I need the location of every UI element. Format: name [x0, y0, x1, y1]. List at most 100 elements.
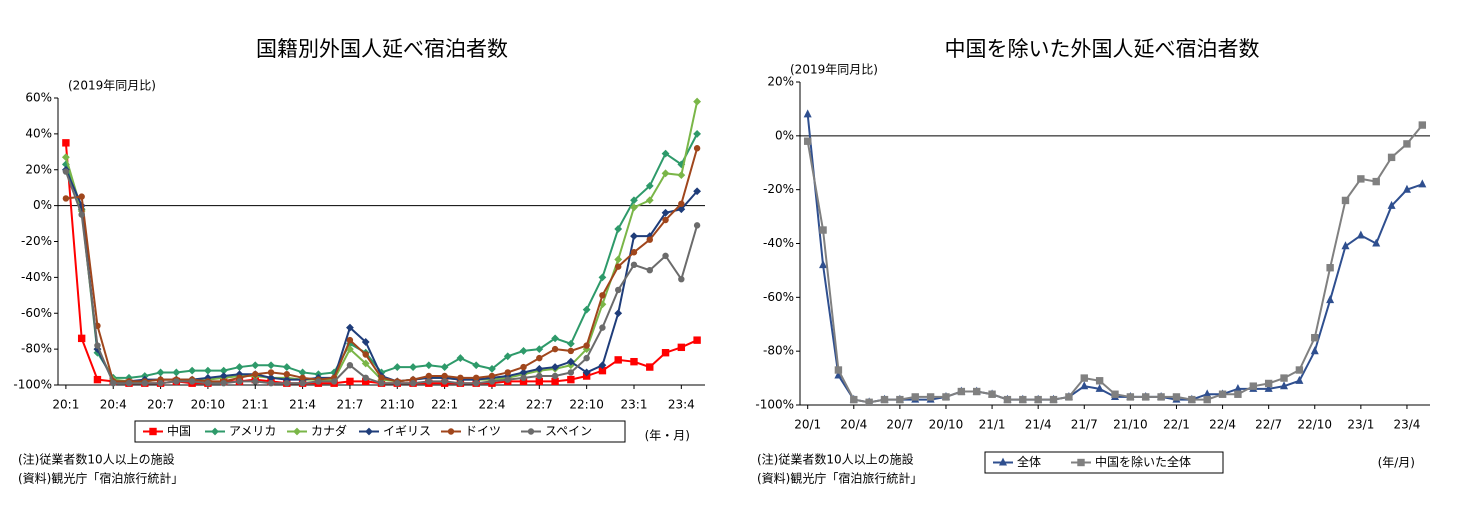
y-tick-label: -40% — [763, 236, 794, 250]
marker — [282, 363, 291, 371]
x-tick-label: 21:7 — [336, 398, 363, 412]
marker — [693, 97, 702, 106]
marker — [536, 372, 543, 380]
marker — [1019, 395, 1027, 404]
marker — [62, 168, 70, 175]
marker — [110, 379, 117, 387]
x-tick-label: 21:4 — [289, 398, 316, 412]
marker — [1418, 179, 1427, 188]
marker — [911, 393, 919, 401]
legend-label: 中国 — [167, 423, 191, 438]
marker — [519, 347, 528, 355]
marker — [267, 379, 275, 387]
marker — [567, 347, 575, 355]
note: (資料)観光庁「宿泊旅行統計」 — [18, 471, 183, 486]
marker — [1264, 379, 1273, 388]
marker — [614, 286, 622, 294]
marker — [1372, 177, 1380, 186]
x-tick-label: 22:10 — [569, 398, 604, 412]
marker — [346, 323, 354, 332]
marker — [567, 369, 575, 376]
marker — [566, 339, 575, 348]
x-axis-label: (年・月) — [645, 429, 690, 443]
marker — [834, 366, 843, 374]
marker — [361, 338, 370, 346]
marker — [630, 232, 638, 241]
x-tick-label: 20/4 — [840, 418, 867, 432]
marker — [156, 368, 165, 377]
marker — [204, 379, 212, 387]
marker — [527, 428, 535, 435]
marker — [346, 345, 354, 354]
x-tick-label: 21/10 — [1113, 418, 1148, 432]
marker — [1157, 393, 1165, 401]
marker — [988, 390, 996, 398]
y-tick-label: -80% — [763, 344, 794, 358]
marker — [378, 374, 385, 382]
marker — [1111, 390, 1119, 398]
series-line — [64, 101, 699, 383]
x-tick-label: 20:10 — [191, 398, 226, 412]
marker — [896, 395, 904, 404]
x-tick-label: 22/1 — [1163, 418, 1190, 432]
x-tick-label: 22:4 — [478, 398, 505, 412]
marker — [488, 378, 496, 385]
marker — [646, 363, 654, 371]
marker — [535, 345, 544, 354]
marker — [1387, 200, 1396, 209]
marker — [583, 354, 590, 362]
series-line — [806, 124, 1424, 404]
marker — [251, 361, 260, 370]
x-tick-label: 22:1 — [431, 398, 458, 412]
marker — [677, 343, 686, 352]
marker — [598, 273, 607, 282]
marker — [646, 266, 653, 274]
marker — [78, 193, 85, 200]
x-tick-label: 21:1 — [242, 398, 269, 412]
x-tick-label: 21:10 — [380, 398, 415, 412]
y-tick-label: 40% — [25, 126, 52, 140]
marker — [662, 252, 669, 260]
marker — [172, 368, 181, 377]
marker — [645, 181, 654, 190]
marker — [425, 372, 433, 380]
marker — [472, 379, 480, 387]
marker — [1295, 366, 1304, 374]
marker — [504, 369, 511, 376]
marker — [188, 366, 197, 375]
y-tick-label: -20% — [21, 234, 52, 248]
marker — [582, 368, 591, 377]
marker — [173, 378, 180, 385]
x-tick-label: 23:1 — [621, 398, 648, 412]
marker — [678, 200, 685, 208]
marker — [361, 359, 370, 368]
marker — [957, 387, 966, 396]
y-axis-label: (2019年同月比) — [68, 79, 156, 93]
x-tick-label: 21/4 — [1025, 418, 1052, 432]
marker — [630, 196, 638, 205]
marker — [1280, 381, 1289, 390]
marker — [630, 357, 638, 366]
chart-title: 中国を除いた外国人延べ宿泊者数 — [945, 37, 1260, 61]
marker — [1218, 390, 1227, 398]
x-tick-label: 22/10 — [1297, 418, 1332, 432]
marker — [614, 356, 622, 364]
y-tick-label: -100% — [755, 398, 794, 412]
marker — [630, 249, 638, 256]
marker — [677, 205, 686, 214]
marker — [346, 336, 354, 344]
x-tick-label: 21/7 — [1071, 418, 1098, 432]
marker — [1372, 238, 1381, 247]
x-tick-label: 23/1 — [1347, 418, 1374, 432]
marker — [630, 261, 638, 269]
marker — [394, 379, 401, 387]
marker — [942, 393, 950, 401]
marker — [973, 387, 981, 396]
marker — [1418, 121, 1427, 129]
marker — [661, 208, 670, 217]
marker — [599, 324, 606, 331]
marker — [141, 379, 149, 387]
marker — [1003, 395, 1012, 404]
x-tick-label: 20:7 — [147, 398, 174, 412]
